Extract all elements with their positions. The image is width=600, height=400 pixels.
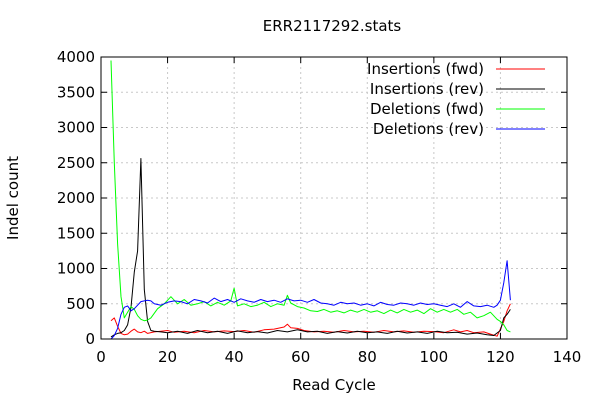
y-tick-label: 3500 <box>57 83 95 101</box>
tick-labels: 0 20 40 60 80 100 120 140 0 500 1000 1500 2000 2500 30… <box>57 48 582 366</box>
series-line-insertions-fwd <box>110 303 511 337</box>
x-axis-label: Read Cycle <box>292 376 375 394</box>
series-layer <box>110 60 511 340</box>
series-line-insertions-rev <box>110 158 511 338</box>
y-tick-label: 2500 <box>57 154 95 172</box>
x-tick-label: 120 <box>486 348 515 366</box>
y-axis-label: Indel count <box>4 156 22 240</box>
legend: Insertions (fwd) Insertions (rev) Deletion… <box>367 60 545 138</box>
x-tick-label: 20 <box>158 348 177 366</box>
y-tick-label: 0 <box>85 330 95 348</box>
ticks <box>100 56 568 340</box>
series-line-deletions-rev <box>110 260 511 340</box>
grid <box>101 57 567 339</box>
x-tick-label: 60 <box>291 348 310 366</box>
y-tick-label: 1000 <box>57 260 95 278</box>
x-tick-label: 140 <box>553 348 582 366</box>
legend-label-insertions-rev: Insertions (rev) <box>370 80 484 98</box>
x-tick-label: 80 <box>358 348 377 366</box>
x-tick-label: 100 <box>420 348 449 366</box>
legend-label-deletions-rev: Deletions (rev) <box>373 120 484 138</box>
x-tick-label: 40 <box>225 348 244 366</box>
y-tick-label: 4000 <box>57 48 95 66</box>
legend-label-insertions-fwd: Insertions (fwd) <box>367 60 484 78</box>
series-line-deletions-fwd <box>110 60 511 333</box>
legend-label-deletions-fwd: Deletions (fwd) <box>370 100 484 118</box>
y-tick-label: 1500 <box>57 224 95 242</box>
chart-title: ERR2117292.stats <box>263 17 402 35</box>
y-tick-label: 3000 <box>57 119 95 137</box>
y-tick-label: 500 <box>66 295 95 313</box>
y-tick-label: 2000 <box>57 189 95 207</box>
x-tick-label: 0 <box>96 348 106 366</box>
